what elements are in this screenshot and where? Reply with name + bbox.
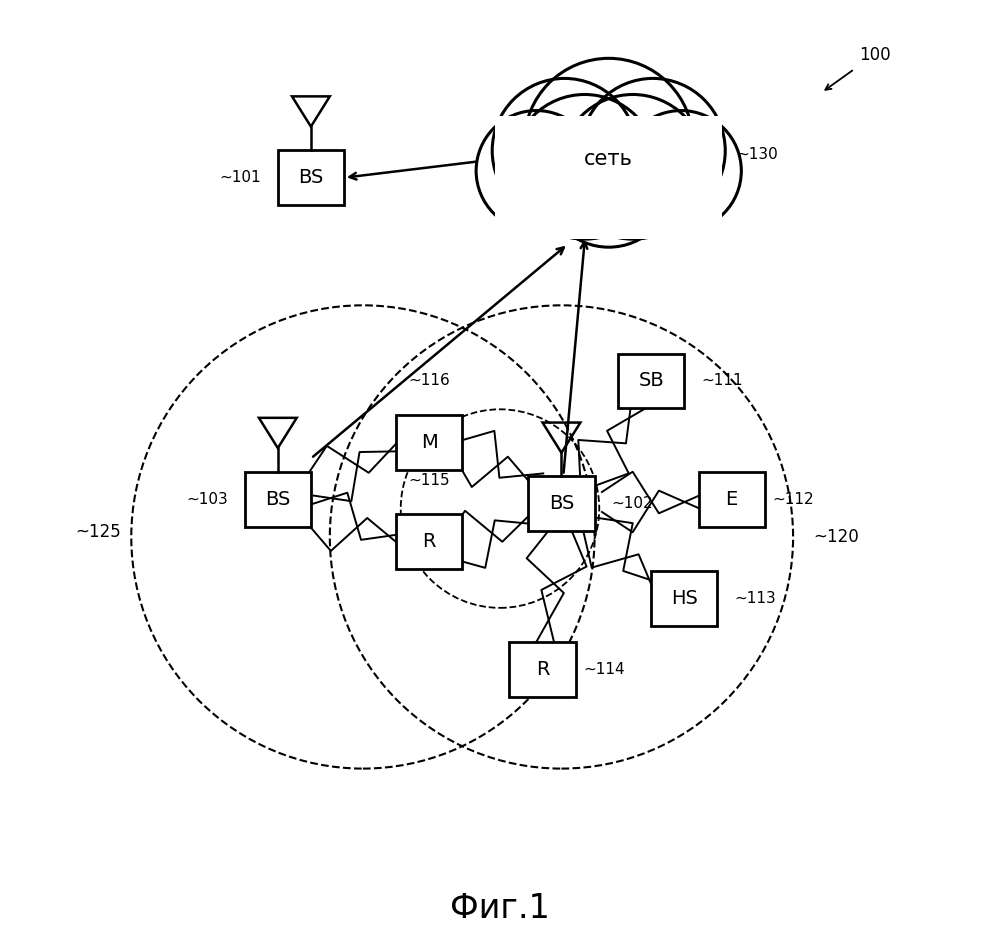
Text: ~103: ~103 <box>186 492 228 507</box>
Text: BS: BS <box>265 490 291 509</box>
Circle shape <box>524 58 693 227</box>
FancyBboxPatch shape <box>528 476 595 532</box>
Circle shape <box>492 78 637 223</box>
FancyBboxPatch shape <box>495 116 722 239</box>
Circle shape <box>512 94 657 239</box>
Text: ~114: ~114 <box>583 662 625 677</box>
FancyBboxPatch shape <box>509 642 576 697</box>
FancyBboxPatch shape <box>396 514 462 569</box>
Text: E: E <box>726 490 738 509</box>
Text: ~125: ~125 <box>75 523 121 541</box>
Text: 100: 100 <box>859 46 891 64</box>
Text: R: R <box>422 533 436 552</box>
Text: ~111: ~111 <box>701 374 743 388</box>
Text: R: R <box>536 660 549 679</box>
Circle shape <box>544 119 673 247</box>
Circle shape <box>581 78 725 223</box>
FancyBboxPatch shape <box>699 472 765 527</box>
Text: BS: BS <box>549 495 574 514</box>
Circle shape <box>621 110 741 231</box>
Circle shape <box>476 110 597 231</box>
Text: BS: BS <box>298 168 324 187</box>
FancyBboxPatch shape <box>618 354 684 408</box>
FancyBboxPatch shape <box>278 150 344 205</box>
Text: ~120: ~120 <box>813 528 859 546</box>
Circle shape <box>561 94 705 239</box>
Text: ~102: ~102 <box>612 496 653 512</box>
Text: ~115: ~115 <box>408 473 450 488</box>
FancyBboxPatch shape <box>651 571 717 626</box>
Text: ~130: ~130 <box>736 146 778 162</box>
Text: ~112: ~112 <box>772 492 814 507</box>
Text: Фиг.1: Фиг.1 <box>450 892 550 924</box>
Text: SB: SB <box>638 372 664 391</box>
FancyBboxPatch shape <box>396 415 462 470</box>
Text: сеть: сеть <box>584 148 633 168</box>
Text: ~116: ~116 <box>408 374 450 388</box>
Text: ~101: ~101 <box>219 170 261 185</box>
Text: M: M <box>421 433 437 452</box>
FancyBboxPatch shape <box>245 472 311 527</box>
Text: HS: HS <box>671 589 698 608</box>
Text: ~113: ~113 <box>734 591 776 606</box>
